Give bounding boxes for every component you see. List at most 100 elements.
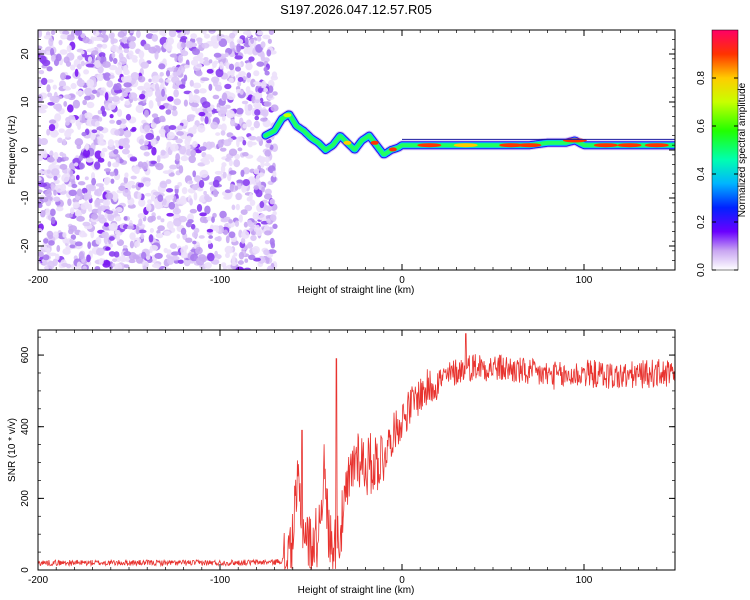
- noise-speckle: [97, 110, 102, 115]
- noise-speckle: [242, 123, 248, 129]
- noise-speckle: [215, 68, 224, 78]
- noise-speckle: [180, 227, 187, 236]
- noise-speckle: [188, 92, 194, 101]
- noise-speckle: [109, 171, 116, 177]
- noise-speckle: [245, 46, 255, 55]
- noise-speckle: [77, 181, 86, 186]
- noise-speckle: [226, 109, 235, 119]
- noise-speckle: [67, 198, 72, 206]
- noise-speckle: [155, 232, 164, 239]
- noise-speckle: [269, 198, 276, 205]
- noise-speckle: [101, 30, 107, 36]
- noise-speckle: [228, 219, 233, 224]
- noise-speckle: [123, 82, 132, 88]
- noise-speckle: [60, 33, 68, 40]
- noise-speckle: [121, 148, 130, 155]
- noise-speckle: [63, 100, 68, 107]
- noise-speckle: [269, 237, 275, 246]
- noise-speckle: [151, 263, 161, 269]
- noise-speckle: [98, 185, 105, 192]
- noise-speckle: [38, 30, 43, 38]
- noise-speckle: [199, 57, 205, 66]
- noise-speckle: [267, 93, 274, 99]
- noise-speckle: [65, 213, 73, 218]
- figure-title: S197.2026.047.12.57.R05: [280, 2, 432, 17]
- noise-speckle: [236, 107, 244, 115]
- noise-speckle: [91, 208, 100, 214]
- noise-speckle: [139, 93, 146, 100]
- noise-speckle: [264, 70, 270, 76]
- noise-speckle: [105, 246, 111, 251]
- noise-speckle: [55, 53, 62, 62]
- noise-speckle: [165, 70, 171, 77]
- noise-speckle: [150, 160, 157, 165]
- noise-speckle: [215, 225, 220, 233]
- noise-speckle: [85, 143, 90, 151]
- noise-speckle: [144, 124, 150, 133]
- noise-speckle: [68, 225, 78, 232]
- noise-speckle: [178, 165, 184, 174]
- snr-frame: [37, 329, 676, 571]
- noise-speckle: [103, 168, 112, 172]
- noise-speckle: [178, 215, 187, 223]
- noise-speckle: [174, 185, 180, 190]
- noise-speckle: [62, 138, 67, 146]
- noise-speckle: [157, 225, 165, 232]
- noise-speckle: [111, 95, 121, 102]
- noise-speckle: [109, 74, 115, 79]
- noise-speckle: [174, 56, 178, 62]
- noise-speckle: [250, 230, 256, 236]
- noise-speckle: [224, 83, 232, 90]
- noise-speckle: [135, 255, 144, 264]
- noise-speckle: [86, 101, 95, 109]
- noise-speckle: [74, 241, 83, 247]
- noise-speckle: [145, 132, 155, 141]
- noise-speckle: [147, 199, 152, 204]
- noise-speckle: [257, 172, 265, 177]
- noise-speckle: [187, 213, 194, 222]
- noise-speckle: [122, 43, 131, 50]
- noise-speckle: [191, 102, 199, 108]
- noise-speckle: [141, 251, 147, 260]
- noise-speckle: [72, 99, 81, 109]
- noise-speckle: [69, 244, 76, 249]
- noise-speckle: [71, 183, 78, 189]
- noise-speckle: [53, 175, 58, 181]
- noise-speckle: [266, 49, 272, 57]
- noise-speckle: [47, 260, 55, 270]
- noise-speckle: [213, 79, 218, 87]
- noise-speckle: [148, 46, 157, 54]
- noise-speckle: [68, 189, 78, 197]
- noise-speckle: [107, 139, 115, 148]
- noise-speckle: [248, 254, 256, 260]
- noise-speckle: [66, 34, 75, 41]
- noise-speckle: [121, 91, 128, 98]
- noise-speckle: [198, 235, 205, 239]
- noise-speckle: [178, 84, 186, 89]
- noise-speckle: [176, 131, 184, 136]
- noise-speckle: [129, 232, 136, 240]
- noise-speckle: [85, 157, 94, 163]
- noise-speckle: [185, 30, 191, 35]
- noise-speckle: [199, 212, 207, 217]
- noise-speckle: [110, 178, 115, 184]
- noise-speckle: [237, 260, 244, 265]
- noise-speckle: [90, 133, 96, 141]
- noise-speckle: [253, 257, 261, 262]
- noise-speckle: [128, 259, 136, 264]
- snr-series-line: [38, 333, 675, 570]
- noise-speckle: [50, 30, 56, 36]
- noise-speckle: [255, 174, 260, 183]
- noise-speckle: [236, 179, 244, 184]
- noise-speckle: [97, 66, 104, 74]
- noise-speckle: [117, 61, 123, 68]
- noise-speckle: [193, 89, 200, 94]
- noise-speckle: [200, 77, 210, 82]
- ridge-hotspot: [517, 143, 542, 148]
- noise-speckle: [260, 41, 266, 48]
- noise-speckle: [113, 148, 119, 155]
- noise-speckle: [238, 214, 243, 223]
- noise-speckle: [97, 208, 102, 216]
- noise-speckle: [70, 234, 77, 240]
- noise-speckle: [204, 194, 210, 202]
